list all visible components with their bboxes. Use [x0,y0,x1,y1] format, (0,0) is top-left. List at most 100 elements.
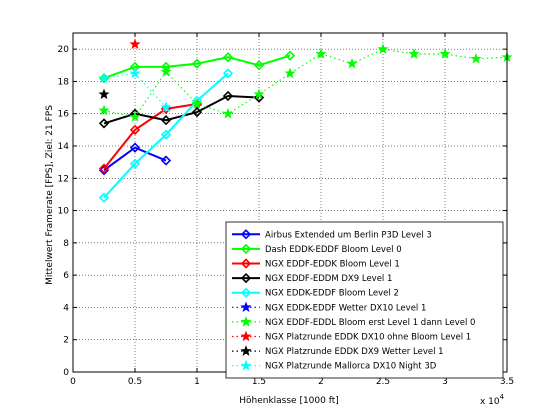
series-line [103,54,291,80]
y-tick-label: 10 [58,207,70,217]
x-axis-label: Höhenklasse [1000 ft] [239,396,339,406]
legend-label: Dash EDDK-EDDF Bloom Level 0 [265,245,402,255]
y-tick-label: 16 [58,110,70,120]
y-tick-label: 18 [58,77,70,87]
data-point [191,106,203,118]
legend-box [225,221,504,379]
x-tick-label: 3 [442,377,448,387]
legend-label: NGX EDDF-EDDM DX9 Level 1 [265,274,392,284]
series-9 [98,88,110,100]
data-point [253,60,265,71]
data-point [408,48,420,59]
legend-swatch-marker [240,243,252,255]
data-point [222,68,234,79]
legend-swatch-marker [240,316,252,327]
y-tick-label: 2 [63,336,69,346]
data-point [191,58,203,69]
data-point [346,57,358,69]
series-line [103,146,167,172]
legend-swatch-marker [240,272,252,284]
x-tick-label: 0.5 [128,377,142,387]
data-point [284,67,296,79]
data-point [284,50,296,61]
legend-label: NGX Platzrunde EDDK DX10 ohne Bloom Leve… [265,333,471,343]
series-line [103,72,167,108]
data-point [129,124,141,135]
legend-entry: NGX Platzrunde EDDK DX10 ohne Bloom Leve… [232,330,471,343]
x-multiplier-exponent: 4 [500,393,505,401]
series-2 [98,50,296,84]
data-point [129,38,141,50]
y-tick-label: 4 [63,303,69,313]
data-point [98,104,110,116]
legend-label: NGX EDDF-EDDK Bloom Level 1 [265,260,400,270]
x-multiplier-base: x 10 [480,397,500,407]
series-7 [98,43,513,122]
y-tick-label: 6 [63,271,69,281]
x-tick-label: 2.5 [376,377,390,387]
data-point [160,101,172,112]
series-line [103,103,198,170]
data-point [377,43,389,54]
series-5 [98,68,234,203]
data-point [129,111,141,122]
data-point [222,107,234,119]
data-point [98,118,110,129]
legend-entry: NGX EDDK-EDDF Wetter DX10 Level 1 [232,301,426,313]
x-tick-label: 0 [70,377,76,387]
x-multiplier-label: x 104 [480,393,505,407]
data-point [129,67,141,79]
series-10 [98,67,172,112]
legend-entry: NGX Platzrunde EDDK DX9 Wetter Level 1 [232,345,444,357]
data-point [98,72,110,83]
data-point [470,52,482,64]
data-point [253,92,265,103]
legend-swatch-marker [240,229,252,240]
y-tick-label: 8 [63,239,69,249]
data-point [160,155,172,166]
legend-entry: Airbus Extended um Berlin P3D Level 3 [232,229,432,240]
data-point [222,52,234,63]
legend-swatch-marker [240,359,252,371]
series-4 [98,90,265,129]
data-point [129,158,141,169]
legend-swatch-marker [240,301,252,313]
legend: Airbus Extended um Berlin P3D Level 3 Das… [225,221,504,379]
y-tick-label: 0 [63,368,69,378]
y-tick-label: 14 [58,142,70,152]
series-line [103,72,229,199]
legend-label: NGX EDDK-EDDF Wetter DX10 Level 1 [265,303,426,313]
legend-entry: NGX EDDF-EDDK Bloom Level 1 [232,258,400,270]
data-point [439,48,451,59]
legend-swatch-marker [240,258,252,269]
data-point [160,129,172,140]
data-point [222,90,234,102]
y-axis-label: Mittelwert Framerate [FPS], Ziel: 21 FPS [45,105,55,285]
legend-entry: NGX EDDF-EDDM DX9 Level 1 [232,272,392,284]
data-point [315,48,327,59]
x-tick-label: 1.5 [252,377,266,387]
legend-label: NGX EDDK-EDDF Bloom Level 2 [265,289,399,299]
legend-entry: Dash EDDK-EDDF Bloom Level 0 [232,243,402,255]
legend-entry: NGX EDDK-EDDF Bloom Level 2 [232,287,399,299]
legend-entry: NGX EDDF-EDDL Bloom erst Level 1 dann Le… [232,316,475,328]
data-point [191,98,203,109]
data-point [160,115,172,126]
ticks: 0 0.5 1 1.5 2 2.5 3 3.5 0 2 4 6 8 10 12 14 16 18 20 [58,33,514,387]
legend-entry: NGX Platzrunde Mallorca DX10 Night 3D [232,359,437,372]
legend-label: NGX Platzrunde EDDK DX9 Wetter Level 1 [265,347,444,357]
series-line [103,94,260,125]
legend-label: NGX EDDF-EDDL Bloom erst Level 1 dann Le… [265,318,475,328]
data-point [98,192,110,203]
data-point [98,163,110,174]
x-tick-label: 1 [194,377,200,387]
data-point [160,65,172,77]
data-point [129,142,141,153]
legend-swatch-marker [240,345,252,356]
legend-label: Airbus Extended um Berlin P3D Level 3 [265,230,432,240]
data-point [253,88,265,100]
y-tick-label: 20 [58,45,70,55]
legend-label: NGX Platzrunde Mallorca DX10 Night 3D [265,362,437,372]
